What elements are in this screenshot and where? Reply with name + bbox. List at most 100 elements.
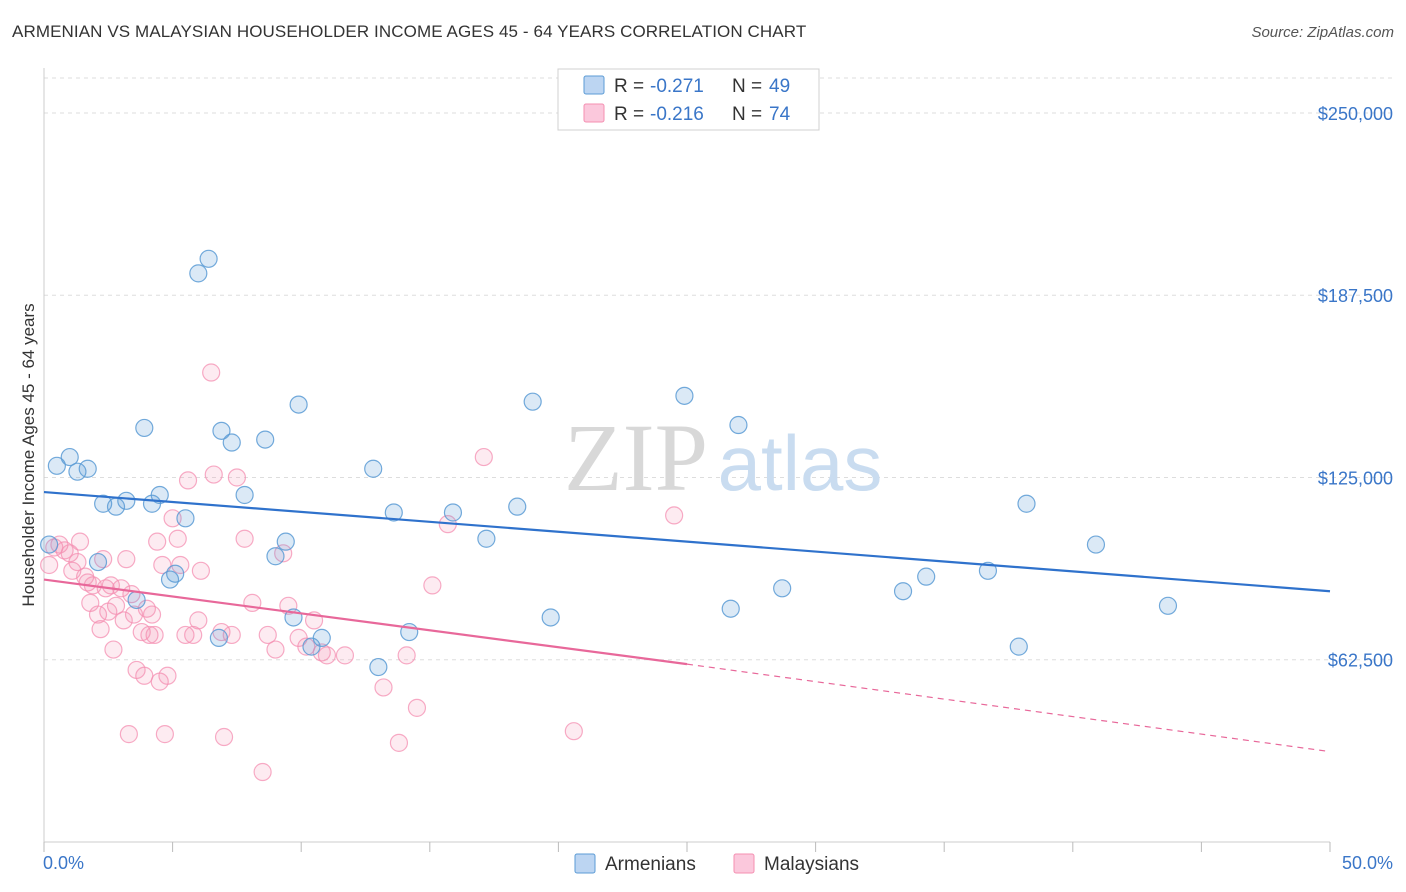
gridlines — [44, 77, 1396, 661]
armenians-point — [978, 561, 998, 580]
bottom-legend-swatch-armenians — [574, 853, 596, 874]
armenians-point — [675, 386, 694, 405]
malaysians-point — [214, 727, 234, 747]
malaysians-point — [258, 625, 277, 645]
bottom-legend: Armenians Malaysians — [574, 853, 859, 875]
malaysians-point — [68, 552, 87, 572]
armenians-point — [1009, 637, 1028, 656]
armenians-point — [523, 392, 542, 411]
armenians-point — [1086, 535, 1106, 554]
malaysians-point — [474, 447, 493, 467]
x-tick-label-min: 0.0% — [43, 853, 84, 873]
malaysians-point — [335, 646, 355, 665]
malaysians-point — [423, 576, 442, 595]
malaysians-point — [202, 363, 221, 382]
chart-title: ARMENIAN VS MALAYSIAN HOUSEHOLDER INCOME… — [12, 22, 807, 41]
armenians-point — [477, 529, 496, 548]
malaysians-point — [204, 465, 223, 484]
legend-r-label-2: R = — [614, 104, 644, 125]
malaysians-point — [88, 605, 108, 624]
malaysians-point — [171, 555, 190, 575]
malaysians-point — [155, 725, 174, 744]
malaysians-point — [168, 529, 187, 548]
armenians-point — [212, 421, 231, 440]
bottom-legend-armenians: Armenians — [605, 854, 696, 875]
legend-r-label-1: R = — [614, 76, 644, 97]
malaysians-point — [145, 625, 164, 645]
armenians-point — [60, 447, 79, 467]
malaysians-point — [140, 625, 159, 645]
y-tick-labels: $62,500 $125,000 $187,500 $250,000 — [1318, 104, 1393, 671]
bottom-legend-swatch-malaysians — [733, 853, 755, 874]
malaysians-point — [104, 640, 123, 659]
armenians-point — [135, 418, 154, 438]
legend-n-label-2: N = — [732, 104, 762, 125]
armenians-point — [721, 599, 740, 618]
malaysians-point — [163, 509, 182, 528]
armenians-point — [78, 459, 97, 478]
legend-n-value-2: 74 — [769, 104, 791, 125]
armenians-point — [117, 491, 136, 510]
armenians-point — [276, 532, 295, 551]
armenians-point — [127, 590, 146, 610]
malaysians-point — [253, 762, 272, 782]
legend-swatch-malaysians — [583, 103, 605, 123]
armenians-point — [443, 503, 463, 522]
trendline-malaysians — [43, 578, 688, 666]
malaysians-point — [153, 555, 172, 575]
y-tick-label: $125,000 — [1318, 468, 1393, 488]
malaysians-point — [189, 611, 208, 630]
trendlines — [43, 490, 1331, 753]
armenians-point — [289, 395, 308, 414]
malaysians-point — [235, 529, 254, 548]
malaysians-point — [114, 611, 133, 630]
armenians-point — [160, 570, 180, 589]
x-tick-label-max: 50.0% — [1342, 853, 1393, 873]
armenians-point — [917, 567, 936, 586]
malaysians-point — [158, 666, 177, 685]
armenians-point — [199, 249, 218, 268]
malaysians-point — [564, 722, 583, 741]
armenians-point — [176, 509, 195, 528]
armenians-point — [541, 608, 560, 627]
armenians-point — [312, 628, 331, 647]
legend-swatch-armenians — [583, 75, 605, 95]
top-legend: R = -0.271 N = 49 R = -0.216 N = 74 — [557, 68, 820, 131]
armenians-point — [222, 433, 241, 452]
malaysians-point — [178, 471, 198, 490]
armenians-point — [773, 579, 792, 598]
malaysians-point — [70, 532, 90, 551]
malaysians-point — [148, 532, 167, 551]
y-axis-title: Householder Income Ages 45 - 64 years — [19, 303, 38, 606]
malaysians-point — [317, 646, 337, 665]
series-armenians — [40, 249, 1178, 677]
malaysians-point — [397, 646, 416, 665]
malaysians-point — [665, 506, 684, 525]
watermark-atlas: atlas — [718, 419, 883, 507]
trendline-armenians — [43, 490, 1331, 593]
malaysians-point — [40, 555, 59, 575]
legend-n-label-1: N = — [732, 76, 762, 97]
armenians-point — [189, 264, 208, 283]
armenians-point — [369, 657, 388, 677]
armenians-point — [266, 547, 285, 566]
malaysians-point — [407, 698, 427, 717]
armenians-point — [384, 503, 403, 522]
bottom-legend-malaysians: Malaysians — [764, 854, 859, 875]
armenians-point — [68, 462, 87, 481]
malaysians-point — [312, 643, 331, 662]
watermark-zip: ZIP — [564, 404, 708, 511]
malaysians-point — [191, 561, 210, 580]
armenians-point — [209, 628, 228, 647]
legend-r-value-2: -0.216 — [650, 104, 704, 125]
armenians-point — [47, 456, 66, 475]
y-tick-label: $187,500 — [1318, 286, 1393, 306]
malaysians-point — [135, 666, 154, 685]
series-malaysians — [40, 363, 684, 782]
armenians-point — [235, 485, 254, 505]
legend-r-value-1: -0.271 — [650, 76, 704, 97]
malaysians-point — [374, 678, 393, 697]
watermark: ZIP atlas — [564, 404, 882, 511]
malaysians-point — [119, 725, 138, 744]
